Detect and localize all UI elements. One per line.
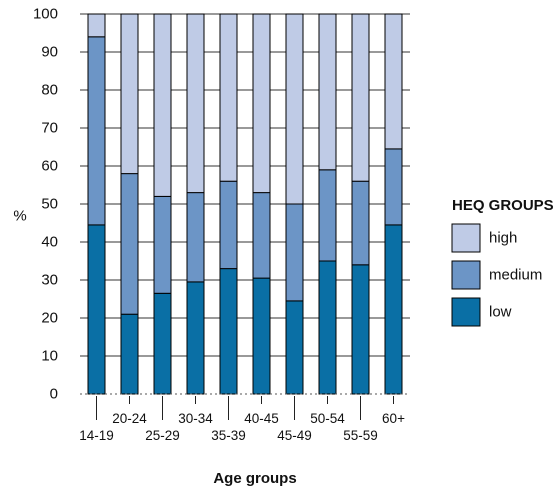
x-axis: 14-19 20-24 25-29 30-34 35-39 40-45 45-49 50-54… — [79, 393, 410, 443]
bar-segment-medium — [219, 180, 238, 270]
legend-swatch-medium — [451, 260, 481, 290]
legend-title: HEQ GROUPS — [452, 197, 554, 214]
bar-segment-low — [384, 224, 403, 395]
legend-swatch-low — [451, 297, 481, 327]
y-tick-label: 0 — [50, 386, 58, 403]
bar-segment-medium — [120, 173, 139, 315]
bar-segment-low — [318, 260, 337, 395]
legend: HEQ GROUPS high medium low — [451, 197, 554, 327]
bar-segment-low — [351, 264, 370, 395]
legend-swatch-high — [451, 223, 481, 253]
x-tick-label: 14-19 — [79, 428, 114, 443]
bar-segment-high — [219, 13, 238, 182]
legend-label-medium: medium — [489, 267, 542, 284]
y-tick-label: 70 — [41, 120, 58, 137]
bar-segment-medium — [252, 192, 271, 279]
x-tick-label: 35-39 — [211, 428, 246, 443]
y-tick-label: 80 — [41, 82, 58, 99]
bar-segment-high — [318, 13, 337, 171]
bar-segment-medium — [318, 169, 337, 262]
legend-items: high medium low — [451, 223, 542, 327]
bar-segment-high — [186, 13, 205, 194]
x-axis-title: Age groups — [213, 470, 296, 487]
bar-segment-medium — [87, 36, 106, 226]
bar-segment-high — [87, 13, 106, 38]
x-tick-label: 60+ — [382, 411, 405, 426]
bar-segment-high — [153, 13, 172, 197]
y-tick-label: 20 — [41, 310, 58, 327]
bar-segment-medium — [351, 180, 370, 266]
bar-segment-medium — [153, 195, 172, 294]
bar-segment-medium — [285, 203, 304, 302]
y-tick-label: 10 — [41, 348, 58, 365]
bar-segment-low — [153, 292, 172, 395]
bar-segment-high — [252, 13, 271, 194]
x-tick-label: 55-59 — [343, 428, 378, 443]
x-tick-label: 30-34 — [178, 411, 213, 426]
bar-segment-high — [384, 13, 403, 150]
x-tick-label: 50-54 — [310, 411, 345, 426]
bar-segment-high — [351, 13, 370, 182]
bar-segment-low — [219, 268, 238, 395]
x-tick-label: 45-49 — [277, 428, 312, 443]
x-tick-label: 25-29 — [145, 428, 180, 443]
y-tick-label: 40 — [41, 234, 58, 251]
x-tick-label: 40-45 — [244, 411, 279, 426]
legend-label-high: high — [489, 230, 517, 247]
bar-segment-medium — [186, 192, 205, 283]
bar-segment-high — [120, 13, 139, 175]
y-tick-label: 100 — [33, 6, 58, 23]
bar-segment-low — [87, 224, 106, 395]
bar-segment-low — [252, 277, 271, 395]
bar-series — [87, 13, 403, 395]
y-axis-label: % — [13, 208, 26, 225]
bar-segment-medium — [384, 148, 403, 226]
y-tick-label: 50 — [41, 196, 58, 213]
legend-label-low: low — [489, 304, 512, 321]
y-tick-label: 90 — [41, 44, 58, 61]
y-tick-label: 30 — [41, 272, 58, 289]
y-axis: 0 10 20 30 40 50 60 70 80 90 100 — [33, 6, 58, 403]
y-tick-label: 60 — [41, 158, 58, 175]
x-tick-label: 20-24 — [112, 411, 147, 426]
bar-segment-low — [285, 300, 304, 395]
bar-segment-low — [120, 313, 139, 395]
bar-segment-high — [285, 13, 304, 205]
bar-segment-low — [186, 281, 205, 395]
